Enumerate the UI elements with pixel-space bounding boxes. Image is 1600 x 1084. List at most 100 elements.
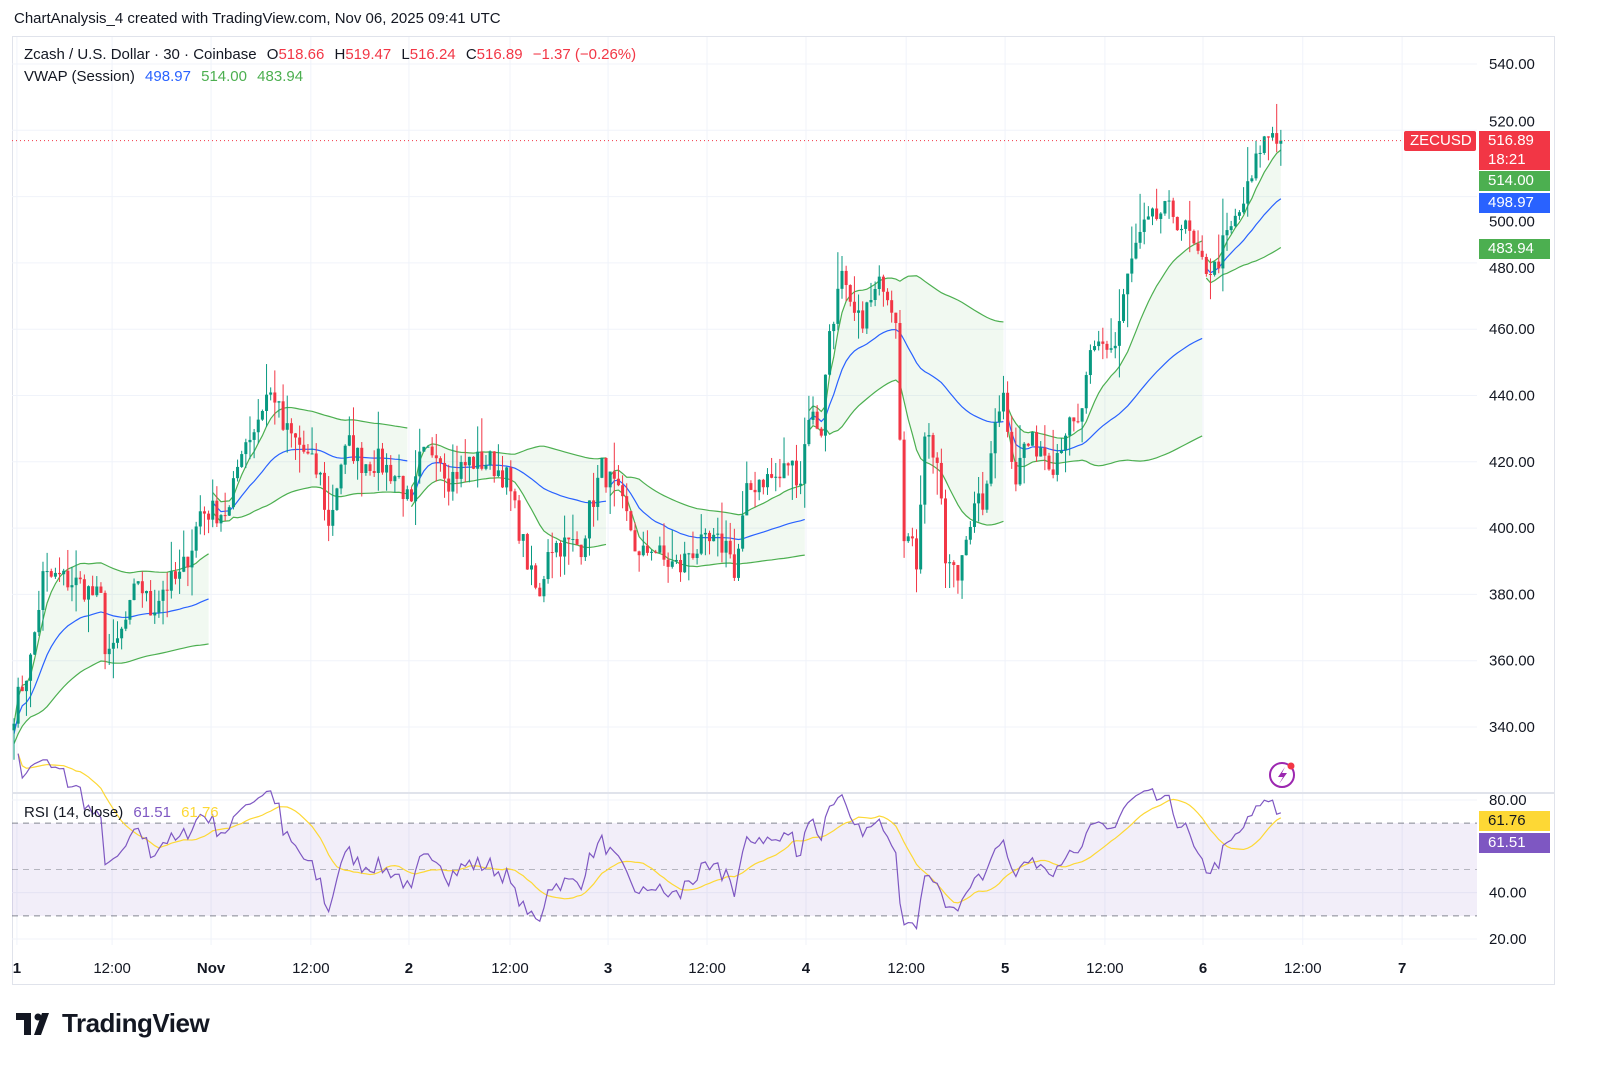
candles [12,103,1283,760]
vwap-lower-value: 483.94 [257,68,304,85]
candle-body [20,686,24,692]
candle-body [960,555,964,581]
candle-body [339,464,343,489]
candle-body [492,451,496,477]
candle-body [78,577,82,580]
rsi-tag: 61.51 [1479,833,1550,853]
candle-body [819,428,823,436]
candle-body [1084,375,1088,409]
candle-body [1022,443,1026,458]
candle-body [1146,216,1150,220]
candle-body [178,571,182,579]
candle-body [12,723,16,731]
candle-body [857,310,861,313]
candle-body [182,556,186,572]
candle-body [968,526,972,540]
vwap-upper-band [410,443,607,488]
candle-body [1151,208,1154,217]
price-tick-label: 460.00 [1489,321,1535,338]
price-tick-label: 400.00 [1489,520,1535,537]
candle-body [1217,261,1221,269]
candle-body [757,479,761,493]
candle-body [931,435,935,458]
candle-body [1122,294,1126,322]
bar-countdown: 18:21 [1488,151,1526,168]
candle-body [1246,181,1250,204]
time-tick-label: 4 [802,960,811,977]
candle-body [935,457,939,463]
candle-body [459,462,463,479]
candle-body [273,392,277,403]
candle-body [534,565,538,588]
candle-body [236,466,240,479]
candle-body [207,513,211,520]
candle-body [356,447,360,462]
vwap-upper-tag: 514.00 [1479,171,1550,191]
candle-body [902,439,906,542]
lightning-alert-icon[interactable] [1269,762,1295,788]
time-tick-label: 12:00 [292,960,330,977]
candle-body [380,448,384,473]
tradingview-logo[interactable]: TradingView [16,1008,210,1039]
candle-body [343,445,347,465]
candle-body [331,509,335,526]
candle-body [981,493,985,510]
candle-body [679,559,683,573]
candle-body [939,462,943,499]
candle-body [670,561,674,567]
rsi-value: 61.51 [133,804,171,821]
candle-body [890,300,894,313]
candle-body [944,498,947,564]
candle-body [372,470,376,473]
lightning-icon-bolt [1278,767,1287,784]
candle-body [794,460,798,486]
candle-body [650,551,654,553]
candle-body [952,562,956,566]
last-price-tag: 516.89 18:21 [1479,131,1550,170]
candle-body [803,444,807,484]
candle-body [49,571,53,577]
candle-body [906,536,910,542]
candle-body [1030,432,1034,446]
candle-body [455,471,459,479]
candle-body [612,471,616,479]
candle-body [654,551,658,553]
candle-body [1039,447,1043,457]
candle-body [1213,261,1217,275]
candle-body [351,435,355,462]
change-value: −1.37 (−0.26%) [532,46,637,63]
candle-body [521,534,525,541]
candle-body [1035,432,1039,457]
candle-body [132,583,136,601]
candle-body [877,276,881,290]
candle-body [542,579,546,597]
candle-body [1221,235,1225,269]
vwap-label[interactable]: VWAP (Session) [24,68,135,85]
candle-body [1184,220,1188,229]
candle-body [919,504,923,570]
candle-body [662,545,666,560]
candle-body [62,570,66,575]
candle-body [782,463,786,479]
rsi-label[interactable]: RSI (14, close) [24,804,124,821]
candle-body [575,538,579,545]
close-value: 516.89 [476,46,523,63]
vwap-legend: VWAP (Session) 498.97 514.00 483.94 [24,68,309,85]
candle-body [1159,213,1163,219]
candle-body [256,419,260,433]
candle-body [778,476,782,479]
candle-body [525,534,529,570]
candle-body [335,488,339,510]
time-tick-label: 2 [405,960,413,977]
symbol-name[interactable]: Zcash / U.S. Dollar · 30 · Coinbase [24,46,257,63]
candle-body [194,526,198,551]
vwap-line [1007,337,1203,452]
brand-name: TradingView [62,1008,210,1038]
candle-body [840,270,844,289]
vwap-line [212,448,408,513]
candle-body [836,288,840,324]
candle-body [107,648,111,655]
candle-body [16,686,20,724]
candle-body [1093,346,1097,351]
